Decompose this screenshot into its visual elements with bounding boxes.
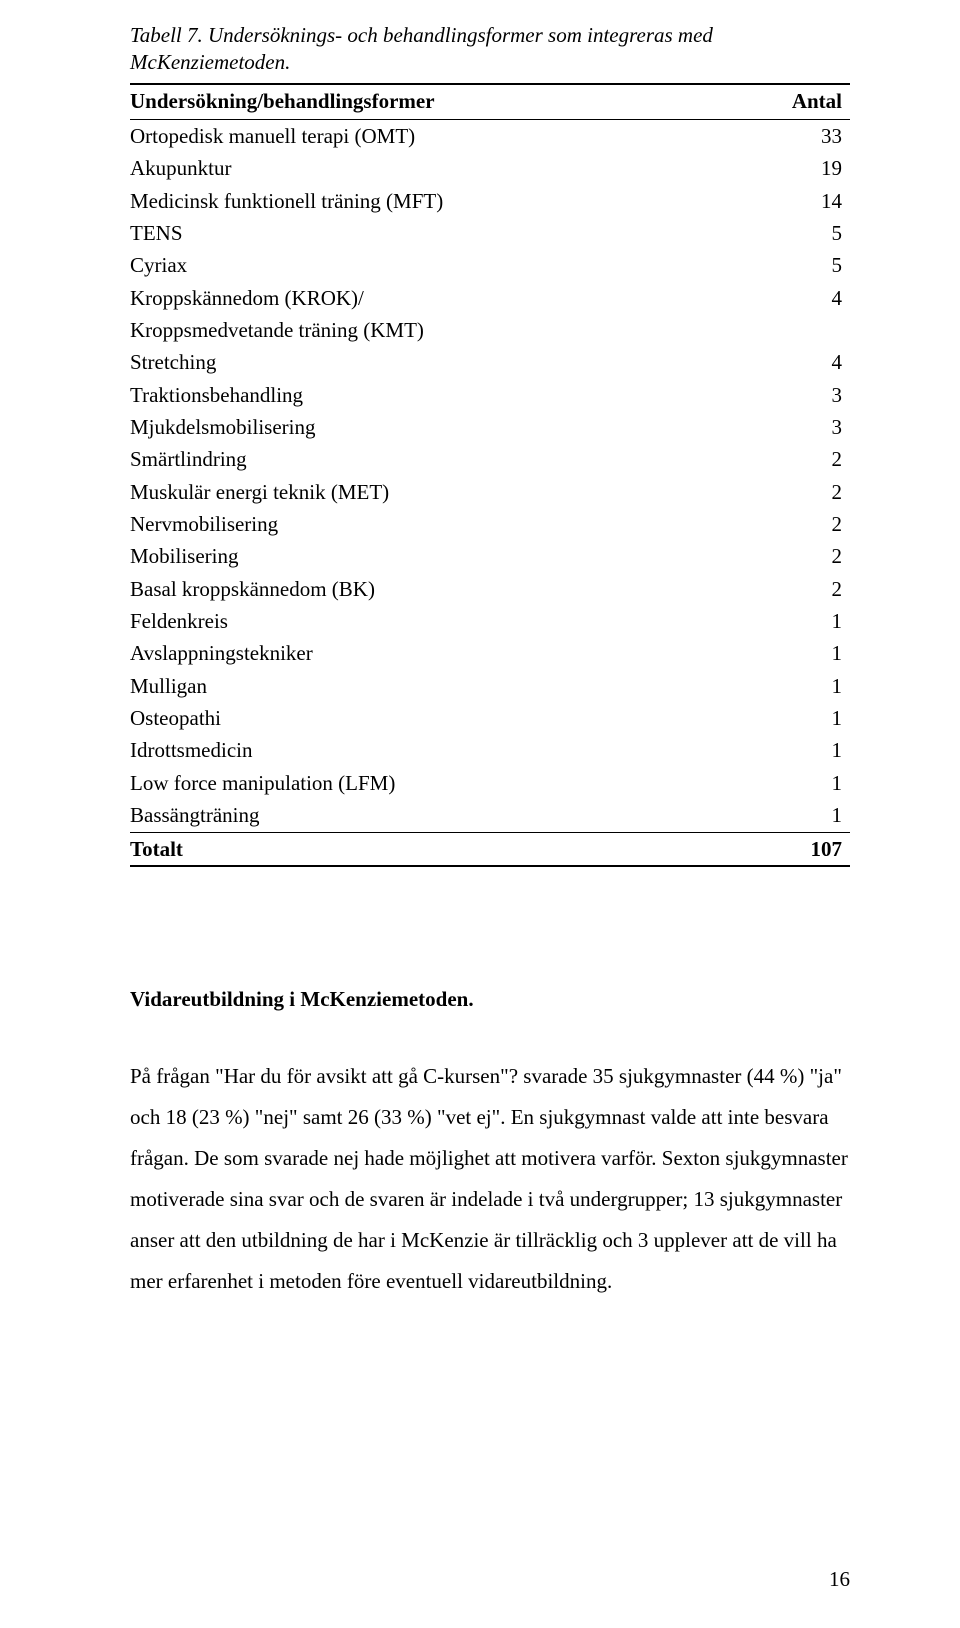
table-row: Bassängträning1 <box>130 799 850 832</box>
table-cell-value: 33 <box>738 119 850 152</box>
table-row: Mulligan1 <box>130 670 850 702</box>
table-cell-label: Kroppsmedvetande träning (KMT) <box>130 314 738 346</box>
table-body: Ortopedisk manuell terapi (OMT)33Akupunk… <box>130 119 850 832</box>
table-row: Medicinsk funktionell träning (MFT)14 <box>130 185 850 217</box>
table-cell-label: TENS <box>130 217 738 249</box>
table-row: Kroppskännedom (KROK)/4 <box>130 282 850 314</box>
table-cell-value: 1 <box>738 605 850 637</box>
body-paragraph: På frågan "Har du för avsikt att gå C-ku… <box>130 1056 850 1302</box>
table-row: Mobilisering2 <box>130 540 850 572</box>
table-cell-value: 1 <box>738 734 850 766</box>
table-cell-label: Osteopathi <box>130 702 738 734</box>
table-cell-value: 3 <box>738 411 850 443</box>
table-cell-label: Muskulär energi teknik (MET) <box>130 476 738 508</box>
table-cell-value: 5 <box>738 217 850 249</box>
section-heading: Vidareutbildning i McKenziemetoden. <box>130 987 850 1012</box>
table-cell-value: 2 <box>738 573 850 605</box>
table-cell-value: 2 <box>738 443 850 475</box>
table-cell-label: Smärtlindring <box>130 443 738 475</box>
table-cell-label: Feldenkreis <box>130 605 738 637</box>
table-cell-value: 2 <box>738 476 850 508</box>
table-cell-value: 1 <box>738 767 850 799</box>
table-cell-value: 19 <box>738 152 850 184</box>
table-caption: Tabell 7. Undersöknings- och behandlings… <box>130 22 850 77</box>
table-cell-label: Low force manipulation (LFM) <box>130 767 738 799</box>
table-row: Basal kroppskännedom (BK)2 <box>130 573 850 605</box>
table-cell-value: 3 <box>738 379 850 411</box>
table-cell-label: Traktionsbehandling <box>130 379 738 411</box>
table-row: Ortopedisk manuell terapi (OMT)33 <box>130 119 850 152</box>
table-cell-label: Bassängträning <box>130 799 738 832</box>
table-cell-value <box>738 314 850 346</box>
table-cell-label: Basal kroppskännedom (BK) <box>130 573 738 605</box>
table-cell-label: Idrottsmedicin <box>130 734 738 766</box>
table-cell-label: Akupunktur <box>130 152 738 184</box>
table-total-label: Totalt <box>130 832 738 866</box>
table-row: Idrottsmedicin1 <box>130 734 850 766</box>
table-cell-value: 2 <box>738 540 850 572</box>
table-cell-value: 1 <box>738 799 850 832</box>
table-row: Avslappningstekniker1 <box>130 637 850 669</box>
table-row: Low force manipulation (LFM)1 <box>130 767 850 799</box>
table-row: Kroppsmedvetande träning (KMT) <box>130 314 850 346</box>
table-header-row: Undersökning/behandlingsformer Antal <box>130 84 850 120</box>
table-row: Stretching4 <box>130 346 850 378</box>
table-header-value: Antal <box>738 84 850 120</box>
table-row: Cyriax5 <box>130 249 850 281</box>
table-cell-label: Mobilisering <box>130 540 738 572</box>
table-cell-label: Mjukdelsmobilisering <box>130 411 738 443</box>
table-cell-value: 1 <box>738 702 850 734</box>
page-number: 16 <box>829 1567 850 1592</box>
table-row: Osteopathi1 <box>130 702 850 734</box>
table-cell-label: Kroppskännedom (KROK)/ <box>130 282 738 314</box>
table-cell-value: 2 <box>738 508 850 540</box>
table-cell-value: 5 <box>738 249 850 281</box>
table-cell-label: Avslappningstekniker <box>130 637 738 669</box>
table-total-row: Totalt 107 <box>130 832 850 866</box>
table-row: Smärtlindring2 <box>130 443 850 475</box>
table-cell-value: 4 <box>738 282 850 314</box>
table-cell-value: 1 <box>738 637 850 669</box>
table-row: Akupunktur19 <box>130 152 850 184</box>
table-row: Mjukdelsmobilisering3 <box>130 411 850 443</box>
table-cell-label: Stretching <box>130 346 738 378</box>
table-cell-value: 4 <box>738 346 850 378</box>
data-table: Undersökning/behandlingsformer Antal Ort… <box>130 83 850 867</box>
table-total-value: 107 <box>738 832 850 866</box>
table-cell-value: 14 <box>738 185 850 217</box>
table-row: Nervmobilisering2 <box>130 508 850 540</box>
table-header-label: Undersökning/behandlingsformer <box>130 84 738 120</box>
table-row: Traktionsbehandling3 <box>130 379 850 411</box>
table-row: Muskulär energi teknik (MET)2 <box>130 476 850 508</box>
table-cell-label: Mulligan <box>130 670 738 702</box>
table-cell-label: Nervmobilisering <box>130 508 738 540</box>
table-cell-label: Cyriax <box>130 249 738 281</box>
table-row: Feldenkreis1 <box>130 605 850 637</box>
table-cell-label: Medicinsk funktionell träning (MFT) <box>130 185 738 217</box>
table-cell-label: Ortopedisk manuell terapi (OMT) <box>130 119 738 152</box>
page: Tabell 7. Undersöknings- och behandlings… <box>0 0 960 1628</box>
table-row: TENS5 <box>130 217 850 249</box>
table-cell-value: 1 <box>738 670 850 702</box>
